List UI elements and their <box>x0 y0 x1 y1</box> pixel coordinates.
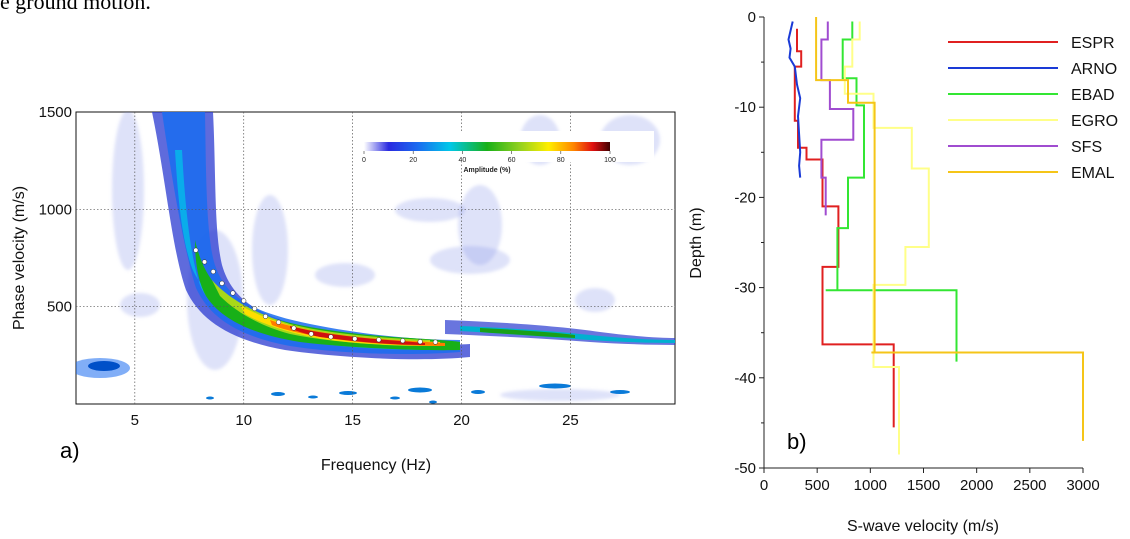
profile-y-label: Depth (m) <box>688 207 705 278</box>
dispersion-x-tick-label: 10 <box>235 412 252 429</box>
dispersion-pick-point <box>432 339 438 345</box>
dispersion-pick-point <box>241 298 247 304</box>
colorbar-title: Amplitude (%) <box>463 167 510 174</box>
profile-y-tick-label: 0 <box>748 9 756 26</box>
panel-label-b: b) <box>787 429 807 454</box>
dispersion-chart: 5 10 15 20 25 500 1000 1500 0 20 40 60 80 100 Ampli… <box>11 104 676 474</box>
dispersion-picks <box>193 247 438 345</box>
dispersion-pick-point <box>328 334 334 340</box>
dispersion-x-tick-label: 20 <box>453 412 470 429</box>
dispersion-y-ticks: 500 1000 1500 <box>39 104 72 316</box>
profile-line-emal <box>815 17 1084 441</box>
colorbar-tick-label: 60 <box>508 157 516 164</box>
profile-y-tick-label: -40 <box>734 370 756 387</box>
dispersion-pick-point <box>417 339 423 345</box>
page-text-fragment: e ground motion. <box>0 0 151 14</box>
dispersion-pick-point <box>291 325 297 331</box>
legend-label-ebad: EBAD <box>1071 87 1115 104</box>
profile-y-tick-label: -20 <box>734 189 756 206</box>
dispersion-y-tick-label: 500 <box>47 299 72 316</box>
profile-y-tick-label: -50 <box>734 460 756 477</box>
legend-label-espr: ESPR <box>1071 35 1115 52</box>
dispersion-pick-point <box>210 269 216 275</box>
dispersion-pick-point <box>252 306 258 312</box>
legend-label-emal: EMAL <box>1071 165 1115 182</box>
colorbar-tick-label: 100 <box>604 157 616 164</box>
profile-y-tick-label: -10 <box>734 99 756 116</box>
dispersion-pick-point <box>352 336 358 342</box>
profile-x-tick-label: 3000 <box>1066 477 1099 494</box>
colorbar-tick-label: 40 <box>459 157 467 164</box>
profile-line-arno <box>787 21 802 178</box>
colorbar-tick-label: 80 <box>557 157 565 164</box>
dispersion-x-tick-label: 25 <box>562 412 579 429</box>
dispersion-pick-point <box>230 290 236 296</box>
dispersion-pick-point <box>193 247 199 253</box>
legend-label-arno: ARNO <box>1071 61 1117 78</box>
dispersion-x-ticks: 5 10 15 20 25 <box>131 412 579 429</box>
profile-legend: ESPR ARNO EBAD EGRO SFS EMAL <box>948 35 1118 182</box>
colorbar-tick-label: 0 <box>362 157 366 164</box>
dispersion-pick-point <box>262 313 269 319</box>
dispersion-pick-point <box>201 259 208 265</box>
legend-label-egro: EGRO <box>1071 113 1118 130</box>
colorbar-tick-label: 20 <box>409 157 417 164</box>
profile-line-egro <box>843 21 930 455</box>
profile-y-ticks: 0 -10 -20 -30 -40 -50 <box>734 9 764 477</box>
legend-label-sfs: SFS <box>1071 139 1102 156</box>
dispersion-pick-point <box>400 338 406 344</box>
profile-x-tick-label: 1000 <box>854 477 887 494</box>
profile-x-tick-label: 2000 <box>960 477 993 494</box>
colorbar-ticks: 0 20 40 60 80 100 <box>362 151 616 164</box>
profile-y-tick-label: -30 <box>734 280 756 297</box>
dispersion-pick-point <box>308 331 314 337</box>
dispersion-pick-point <box>219 280 225 286</box>
profile-line-ebad <box>825 21 958 362</box>
profile-x-tick-label: 0 <box>760 477 768 494</box>
profile-x-tick-label: 2500 <box>1013 477 1046 494</box>
dispersion-x-label: Frequency (Hz) <box>321 457 431 474</box>
profile-series <box>787 17 1084 455</box>
profile-line-espr <box>793 28 895 428</box>
dispersion-pick-point <box>376 337 382 343</box>
dispersion-y-label: Phase velocity (m/s) <box>11 186 28 330</box>
dispersion-y-tick-label: 1000 <box>39 201 72 218</box>
dispersion-pick-point <box>276 319 282 325</box>
profile-line-sfs <box>820 21 855 216</box>
colorbar <box>364 142 610 151</box>
profile-x-tick-label: 500 <box>805 477 830 494</box>
panel-label-a: a) <box>60 438 80 463</box>
profile-x-label: S-wave velocity (m/s) <box>847 518 999 535</box>
profile-x-ticks: 0 500 1000 1500 2000 2500 3000 <box>760 468 1100 494</box>
dispersion-x-tick-label: 15 <box>344 412 361 429</box>
dispersion-x-tick-label: 5 <box>131 412 139 429</box>
dispersion-y-tick-label: 1500 <box>39 104 72 121</box>
profile-x-tick-label: 1500 <box>907 477 940 494</box>
velocity-profile-chart: 0 500 1000 1500 2000 2500 3000 0 -10 -20 -30 -40 -5… <box>688 9 1118 535</box>
